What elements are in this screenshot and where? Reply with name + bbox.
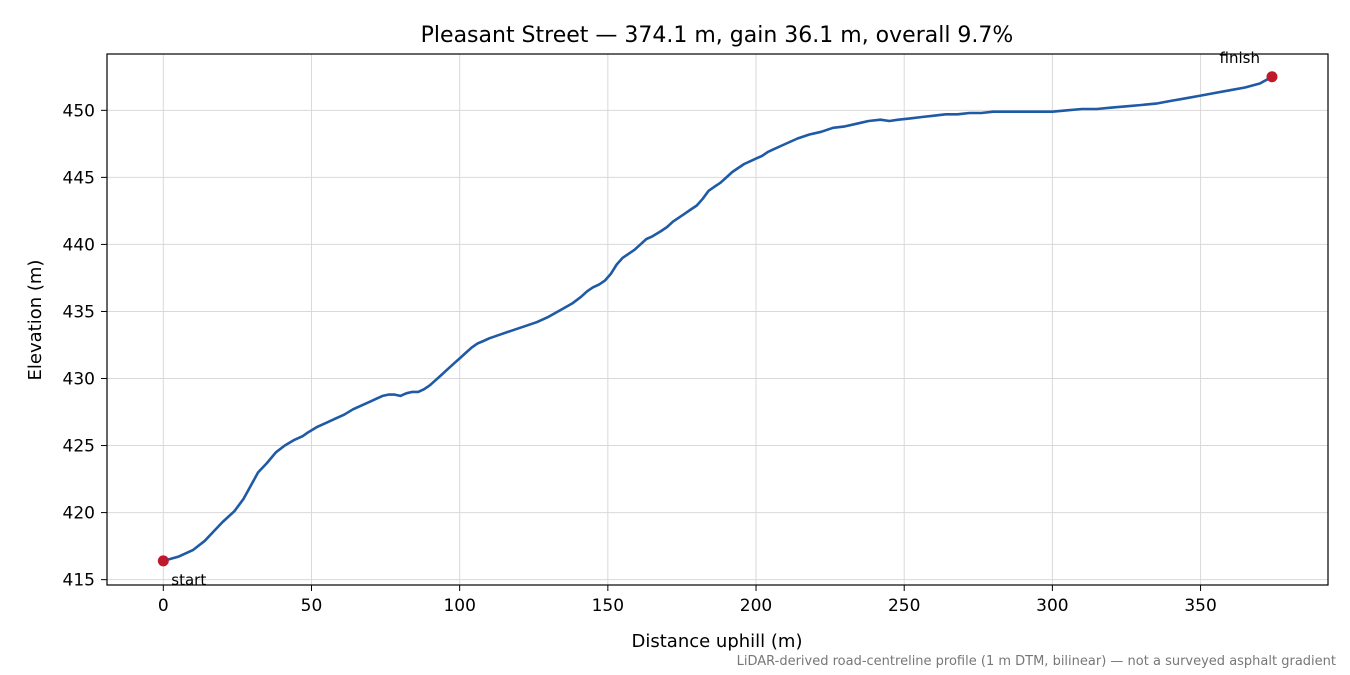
grid <box>107 54 1328 585</box>
x-axis-label: Distance uphill (m) <box>632 631 803 652</box>
chart-title: Pleasant Street — 374.1 m, gain 36.1 m, … <box>421 23 1014 48</box>
plot-frame <box>106 53 1329 586</box>
y-tick-label: 420 <box>63 504 95 524</box>
footnote: LiDAR-derived road-centreline profile (1… <box>737 654 1336 669</box>
start-label: start <box>171 571 206 589</box>
x-tick-label: 250 <box>888 596 920 616</box>
y-tick-label: 430 <box>63 370 95 390</box>
x-tick-label: 300 <box>1036 596 1068 616</box>
y-tick-label: 435 <box>63 302 95 322</box>
y-tick-label: 440 <box>63 235 95 255</box>
y-tick-label: 450 <box>63 101 95 121</box>
x-tick-label: 50 <box>301 596 323 616</box>
x-tick-label: 350 <box>1184 596 1216 616</box>
x-ticks: 0 50 100 150 200 250 300 350 <box>158 585 1217 616</box>
x-tick-label: 0 <box>158 596 169 616</box>
elevation-line <box>162 75 1274 563</box>
start-marker <box>157 555 169 567</box>
y-tick-label: 415 <box>63 571 95 591</box>
y-tick-label: 445 <box>63 168 95 188</box>
y-tick-label: 425 <box>63 437 95 457</box>
x-tick-label: 200 <box>740 596 772 616</box>
finish-marker <box>1266 71 1278 83</box>
y-ticks: 415 420 425 430 435 440 445 450 <box>63 101 107 591</box>
x-tick-label: 150 <box>592 596 624 616</box>
finish-label: finish <box>1220 49 1260 67</box>
x-tick-label: 100 <box>443 596 475 616</box>
y-axis-label: Elevation (m) <box>25 260 46 381</box>
markers: start finish <box>157 49 1278 589</box>
